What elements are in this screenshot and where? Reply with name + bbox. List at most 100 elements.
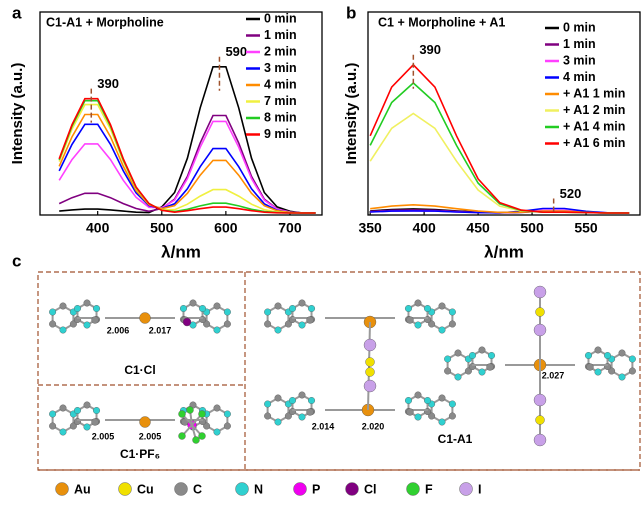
atom <box>93 305 100 312</box>
bond-length: 2.017 <box>149 325 172 335</box>
atom <box>299 300 306 307</box>
legend-atom <box>119 483 132 496</box>
atom <box>275 303 282 310</box>
atom <box>92 419 99 426</box>
atom <box>224 321 231 328</box>
legend-label: 9 min <box>264 127 297 141</box>
atom <box>84 300 91 307</box>
legend-label: + A1 4 min <box>563 119 625 133</box>
legend-label: 0 min <box>264 11 297 25</box>
legend-label: 3 min <box>264 61 297 75</box>
atom <box>439 303 446 310</box>
legend-label: + A1 2 min <box>563 103 625 117</box>
atom <box>299 392 306 399</box>
peak-label: 390 <box>97 76 119 91</box>
atom <box>534 434 546 446</box>
structure-name: C1·PF₆ <box>120 447 160 461</box>
atom <box>60 405 67 412</box>
chart-title: C1 + Morpholine + A1 <box>378 15 505 29</box>
atom <box>224 423 231 430</box>
y-axis-label: Intensity (a.u.) <box>343 63 360 165</box>
peak-label: 520 <box>560 186 582 201</box>
bond-length: 2.005 <box>92 431 115 441</box>
legend-atom <box>294 483 307 496</box>
atom <box>84 322 91 329</box>
atom <box>487 364 494 371</box>
panel-label: a <box>12 3 22 22</box>
atom <box>424 397 431 404</box>
atom <box>74 305 81 312</box>
atom <box>264 321 271 328</box>
atom <box>49 309 56 316</box>
atom <box>585 352 592 359</box>
atom <box>49 321 56 328</box>
bond-length: 2.020 <box>362 421 385 431</box>
legend-label: C <box>193 482 202 496</box>
atom <box>84 424 91 431</box>
atom <box>449 309 456 316</box>
atom <box>439 419 446 426</box>
atom <box>308 305 315 312</box>
atom <box>444 356 451 363</box>
atom <box>595 347 602 354</box>
atom <box>488 352 495 359</box>
x-tick-label: 450 <box>466 220 490 236</box>
atom <box>619 374 626 381</box>
atom <box>275 419 282 426</box>
atom <box>405 397 412 404</box>
atom <box>449 401 456 408</box>
legend-label: 4 min <box>563 70 596 84</box>
legend-label: 0 min <box>563 20 596 34</box>
atom <box>439 395 446 402</box>
x-tick-label: 600 <box>214 220 238 236</box>
atom <box>308 397 315 404</box>
chart-title: C1-A1 + Morpholine <box>46 15 164 29</box>
atom <box>299 322 306 329</box>
legend-atom <box>460 483 473 496</box>
atom <box>469 352 476 359</box>
atom <box>629 356 636 363</box>
legend-label: 4 min <box>264 77 297 91</box>
atom <box>275 327 282 334</box>
legend-label: 2 min <box>264 44 297 58</box>
atom <box>264 309 271 316</box>
atom <box>407 409 414 416</box>
x-tick-label: 550 <box>574 220 598 236</box>
legend-atom <box>175 483 188 496</box>
atom <box>415 300 422 307</box>
atom <box>190 300 197 307</box>
legend-label: 8 min <box>264 110 297 124</box>
atom <box>60 429 67 436</box>
atom <box>214 429 221 436</box>
atom <box>366 368 375 377</box>
atom <box>629 368 636 375</box>
atom <box>180 305 187 312</box>
atom <box>214 405 221 412</box>
legend-label: Cu <box>137 482 154 496</box>
x-tick-label: 350 <box>358 220 382 236</box>
atom <box>264 401 271 408</box>
bond-length: 2.005 <box>139 431 162 441</box>
atom <box>307 317 314 324</box>
atom <box>405 305 412 312</box>
legend-label: 1 min <box>264 28 297 42</box>
atom <box>415 414 422 421</box>
peak-label: 390 <box>419 42 441 57</box>
legend-label: Au <box>74 482 91 496</box>
atom <box>140 417 151 428</box>
panel-label: c <box>12 251 21 270</box>
atom <box>199 433 206 440</box>
atom <box>536 308 545 317</box>
atom <box>587 364 594 371</box>
atom <box>455 374 462 381</box>
atom <box>179 411 186 418</box>
legend-label: 7 min <box>264 94 297 108</box>
legend-label: I <box>478 482 481 496</box>
atom <box>84 402 91 409</box>
atom <box>49 423 56 430</box>
atom <box>364 380 376 392</box>
atom <box>479 347 486 354</box>
atom <box>140 313 151 324</box>
legend-atom <box>56 483 69 496</box>
atom <box>49 411 56 418</box>
